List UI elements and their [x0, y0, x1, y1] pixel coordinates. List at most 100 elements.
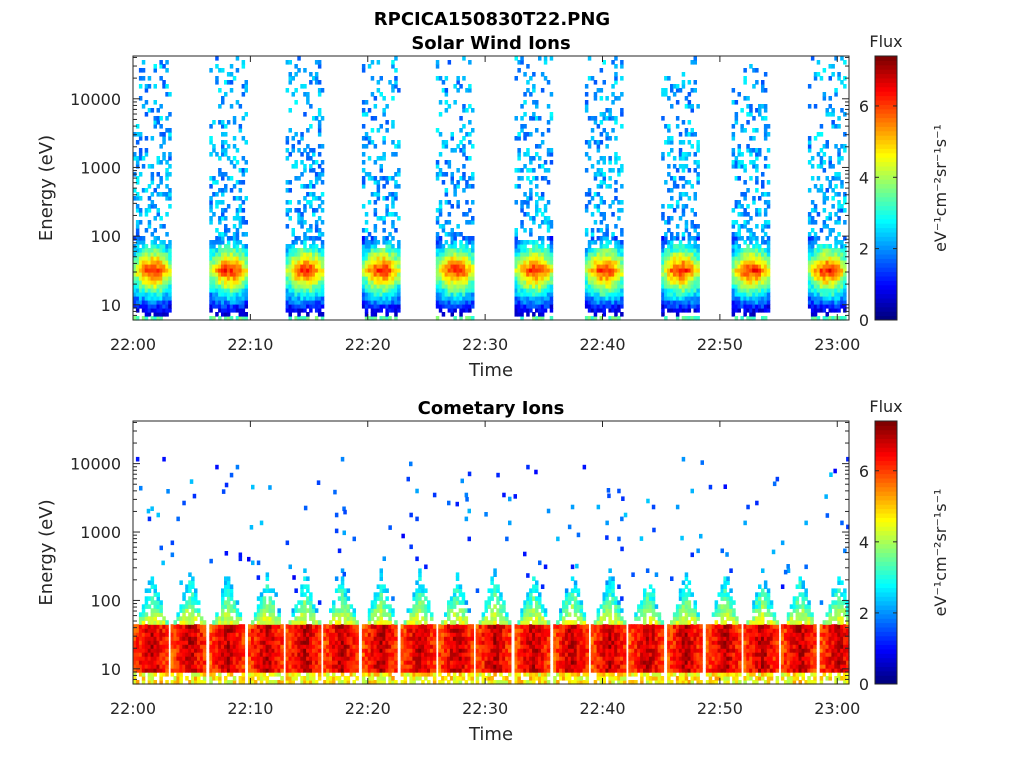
heatmap-cell — [587, 56, 592, 61]
heatmap-cell — [438, 276, 443, 281]
heatmap-cell — [819, 256, 824, 261]
heatmap-cell — [743, 272, 747, 277]
heatmap-cell — [520, 284, 524, 289]
heatmap-cell — [176, 664, 180, 669]
heatmap-cell — [251, 640, 255, 645]
heatmap-cell — [235, 640, 240, 645]
heatmap-cell — [752, 272, 756, 277]
heatmap-cell — [667, 268, 671, 273]
heatmap-cell — [687, 240, 692, 245]
heatmap-cell — [397, 168, 401, 173]
heatmap-cell — [229, 72, 234, 77]
heatmap-cell — [438, 168, 443, 173]
heatmap-cell — [740, 108, 744, 113]
heatmap-cell — [165, 272, 169, 277]
heatmap-cell — [156, 296, 160, 301]
heatmap-cell — [667, 96, 671, 101]
heatmap-cell — [224, 292, 228, 297]
heatmap-cell — [755, 276, 759, 281]
heatmap-cell — [596, 300, 601, 305]
heatmap-cell — [173, 632, 177, 637]
heatmap-cell — [843, 316, 847, 321]
heatmap-cell — [133, 660, 137, 665]
heatmap-cell — [523, 152, 527, 157]
heatmap-cell — [199, 624, 204, 629]
heatmap-cell — [766, 164, 771, 169]
heatmap-cell — [388, 212, 392, 217]
heatmap-cell — [749, 108, 753, 113]
heatmap-cell — [176, 668, 180, 673]
heatmap-cell — [614, 292, 618, 297]
heatmap-cell — [546, 152, 551, 157]
heatmap-cell — [394, 76, 398, 81]
heatmap-cell — [761, 224, 765, 229]
heatmap-cell — [538, 144, 542, 149]
heatmap-cell — [147, 588, 152, 593]
heatmap-cell — [147, 308, 152, 313]
heatmap-cell — [602, 248, 606, 253]
heatmap-cell — [755, 264, 759, 269]
heatmap-cell — [465, 288, 469, 293]
heatmap-cell — [197, 672, 201, 677]
heatmap-cell — [156, 292, 160, 297]
heatmap-cell — [529, 188, 533, 193]
heatmap-cell — [737, 204, 741, 209]
heatmap-cell — [816, 284, 821, 289]
heatmap-cell — [159, 64, 163, 69]
heatmap-cell — [535, 184, 539, 189]
heatmap-cell — [314, 308, 319, 313]
heatmap-cell — [218, 616, 222, 621]
heatmap-cell — [262, 660, 267, 665]
heatmap-cell — [309, 292, 313, 297]
heatmap-cell — [394, 288, 398, 293]
heatmap-cell — [253, 612, 258, 617]
heatmap-cell — [238, 624, 243, 629]
heatmap-cell — [670, 276, 674, 281]
colorbar-segment — [875, 280, 897, 286]
heatmap-cell — [543, 204, 548, 209]
heatmap-cell — [543, 308, 548, 313]
heatmap-cell — [364, 312, 369, 317]
heatmap-cell — [235, 248, 240, 253]
heatmap-cell — [825, 268, 829, 273]
heatmap-cell — [661, 240, 665, 245]
heatmap-cell — [535, 192, 539, 197]
heatmap-cell — [168, 252, 172, 257]
heatmap-cell — [309, 304, 313, 309]
heatmap-cell — [605, 268, 609, 273]
heatmap-cell — [367, 64, 372, 69]
heatmap-cell — [532, 264, 536, 269]
heatmap-cell — [288, 208, 292, 213]
heatmap-cell — [221, 132, 225, 137]
heatmap-cell — [138, 252, 143, 257]
heatmap-cell — [294, 72, 298, 77]
heatmap-cell — [620, 264, 624, 269]
heatmap-cell — [752, 316, 756, 321]
colorbar-segment — [875, 245, 897, 251]
heatmap-cell — [520, 168, 524, 173]
heatmap-cell — [737, 92, 741, 97]
heatmap-cell — [179, 640, 183, 645]
heatmap-cell — [755, 128, 759, 133]
heatmap-cell — [138, 632, 143, 637]
heatmap-cell — [226, 636, 231, 641]
heatmap-cell — [153, 116, 157, 121]
heatmap-cell — [303, 308, 307, 313]
heatmap-cell — [538, 276, 542, 281]
heatmap-cell — [199, 660, 204, 665]
heatmap-cell — [285, 60, 290, 65]
heatmap-cell — [731, 236, 736, 241]
heatmap-cell — [438, 296, 443, 301]
heatmap-cell — [394, 304, 398, 309]
heatmap-cell — [763, 124, 768, 129]
heatmap-cell — [170, 668, 175, 673]
heatmap-cell — [314, 248, 319, 253]
heatmap-cell — [843, 264, 847, 269]
heatmap-cell — [238, 648, 243, 653]
heatmap-cell — [361, 152, 366, 157]
heatmap-cell — [202, 628, 207, 633]
heatmap-cell — [584, 260, 589, 265]
heatmap-cell — [364, 212, 369, 217]
heatmap-cell — [813, 296, 818, 301]
heatmap-cell — [144, 272, 149, 277]
